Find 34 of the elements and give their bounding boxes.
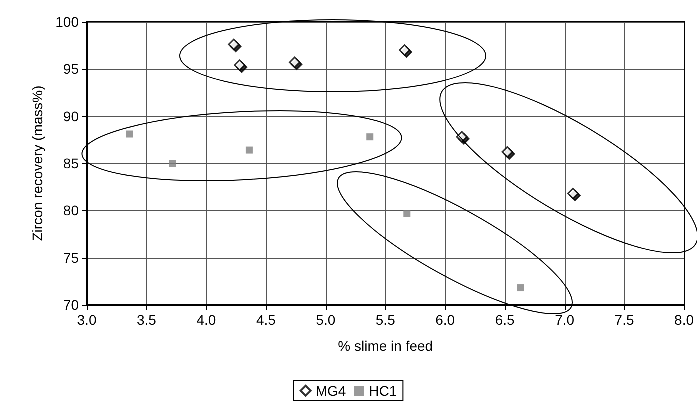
point (502, 146, 514, 158)
x-tick-label: 4.0 (196, 312, 216, 328)
point (126, 130, 134, 138)
x-tick-label: 7.5 (614, 312, 634, 328)
y-tick-label: 80 (63, 202, 80, 219)
x-tick-label: 5.0 (316, 312, 336, 328)
point (170, 160, 177, 167)
legend-label: HC1 (369, 383, 398, 399)
legend-label: MG4 (316, 383, 346, 399)
y-axis-title: Zircon recovery (mass%) (30, 86, 46, 242)
point (246, 146, 253, 154)
x-tick-label: 3.0 (77, 312, 97, 328)
y-tick-label: 90 (63, 108, 80, 124)
x-tick-label: 4.5 (256, 312, 276, 328)
x-tick-label: 3.5 (136, 312, 157, 328)
y-tick-label: 75 (63, 250, 80, 266)
point (567, 188, 579, 200)
x-tick-label: 8.0 (674, 312, 694, 328)
point (366, 134, 374, 141)
x-axis-title: % slime in feed (338, 338, 434, 354)
x-tick-label: 7.0 (555, 312, 575, 328)
point (404, 210, 411, 217)
y-tick-label: 95 (63, 61, 80, 78)
x-tick-label: 6.5 (495, 312, 516, 328)
point (234, 60, 246, 72)
x-tick-label: 5.5 (376, 312, 396, 328)
point (398, 44, 410, 56)
point (228, 38, 240, 50)
point (517, 284, 524, 292)
y-tick-label: 100 (56, 14, 80, 30)
point (289, 56, 301, 68)
y-tick-label: 85 (63, 156, 80, 172)
y-tick-label: 70 (63, 297, 80, 313)
x-tick-label: 6.0 (436, 312, 456, 328)
